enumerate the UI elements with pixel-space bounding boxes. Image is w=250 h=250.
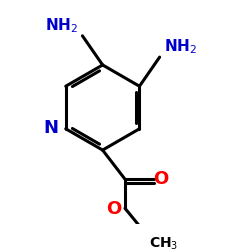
Text: CH$_3$: CH$_3$ — [148, 235, 178, 250]
Text: O: O — [153, 170, 168, 188]
Text: N: N — [44, 119, 59, 137]
Text: NH$_2$: NH$_2$ — [45, 16, 78, 35]
Text: O: O — [106, 200, 122, 218]
Text: NH$_2$: NH$_2$ — [164, 37, 197, 56]
